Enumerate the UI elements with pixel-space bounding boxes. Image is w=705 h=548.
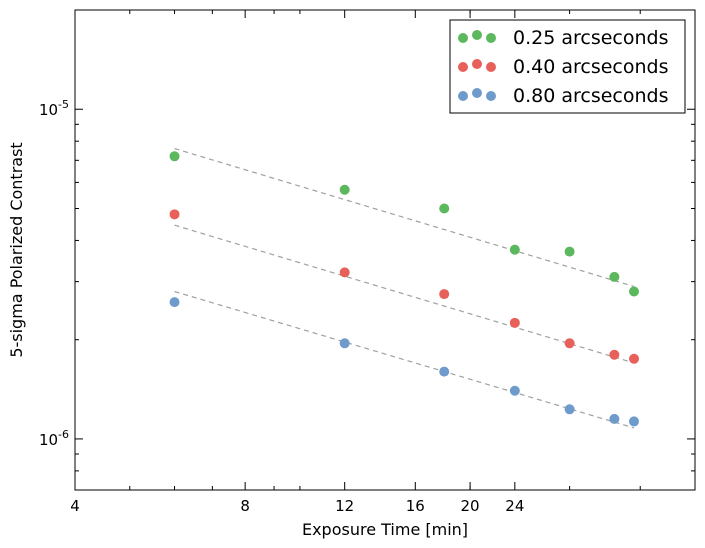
y-tick-label: 10-6 <box>39 428 69 449</box>
point-series-1 <box>169 209 180 220</box>
point-series-0 <box>564 246 575 257</box>
point-series-2 <box>439 366 450 377</box>
y-axis-label: 5-sigma Polarized Contrast <box>7 142 26 357</box>
x-tick-label: 12 <box>335 497 354 515</box>
point-series-0 <box>439 203 450 214</box>
y-tick-base: 10 <box>39 431 58 449</box>
legend-marker-0 <box>458 33 468 43</box>
y-tick-exponent: -5 <box>58 98 69 111</box>
legend-label-1: 0.40 arcseconds <box>513 56 669 78</box>
point-series-0 <box>509 244 520 255</box>
plot-frame <box>74 9 696 491</box>
x-tick-label: 24 <box>505 497 524 515</box>
point-series-2 <box>564 404 575 415</box>
point-series-2 <box>169 297 180 308</box>
fit-line-series-2 <box>174 290 635 429</box>
point-series-1 <box>564 338 575 349</box>
point-series-2 <box>609 413 620 424</box>
point-series-2 <box>339 338 350 349</box>
point-series-1 <box>609 349 620 360</box>
point-series-0 <box>169 151 180 162</box>
legend-marker-1 <box>486 62 496 72</box>
legend-marker-1 <box>458 62 468 72</box>
legend-marker-0 <box>472 30 482 40</box>
fit-line-series-0 <box>174 147 635 288</box>
point-series-0 <box>339 184 350 195</box>
legend-marker-0 <box>486 33 496 43</box>
point-series-2 <box>509 385 520 396</box>
x-tick-label: 8 <box>240 497 250 515</box>
point-series-1 <box>439 289 450 300</box>
legend: 0.25 arcseconds 0.40 arcseconds 0.80 arcse… <box>449 19 686 114</box>
x-tick-label: 20 <box>461 497 480 515</box>
point-series-2 <box>629 416 640 427</box>
point-series-1 <box>629 353 640 364</box>
legend-label-2: 0.80 arcseconds <box>513 85 669 107</box>
y-tick-base: 10 <box>39 101 58 119</box>
x-tick-label: 16 <box>406 497 425 515</box>
point-series-1 <box>509 317 520 328</box>
data-points <box>169 151 640 427</box>
fit-lines <box>174 147 635 429</box>
y-tick-label: 10-5 <box>39 98 69 119</box>
fit-line-series-1 <box>174 224 635 364</box>
point-series-1 <box>339 267 350 278</box>
legend-marker-2 <box>472 88 482 98</box>
point-series-0 <box>609 271 620 282</box>
legend-marker-2 <box>486 91 496 101</box>
y-tick-exponent: -6 <box>58 428 69 441</box>
legend-label-0: 0.25 arcseconds <box>513 27 669 49</box>
legend-marker-1 <box>472 59 482 69</box>
point-series-0 <box>629 286 640 297</box>
x-tick-label: 4 <box>70 497 80 515</box>
x-axis-label: Exposure Time [min] <box>302 520 468 539</box>
legend-marker-2 <box>458 91 468 101</box>
